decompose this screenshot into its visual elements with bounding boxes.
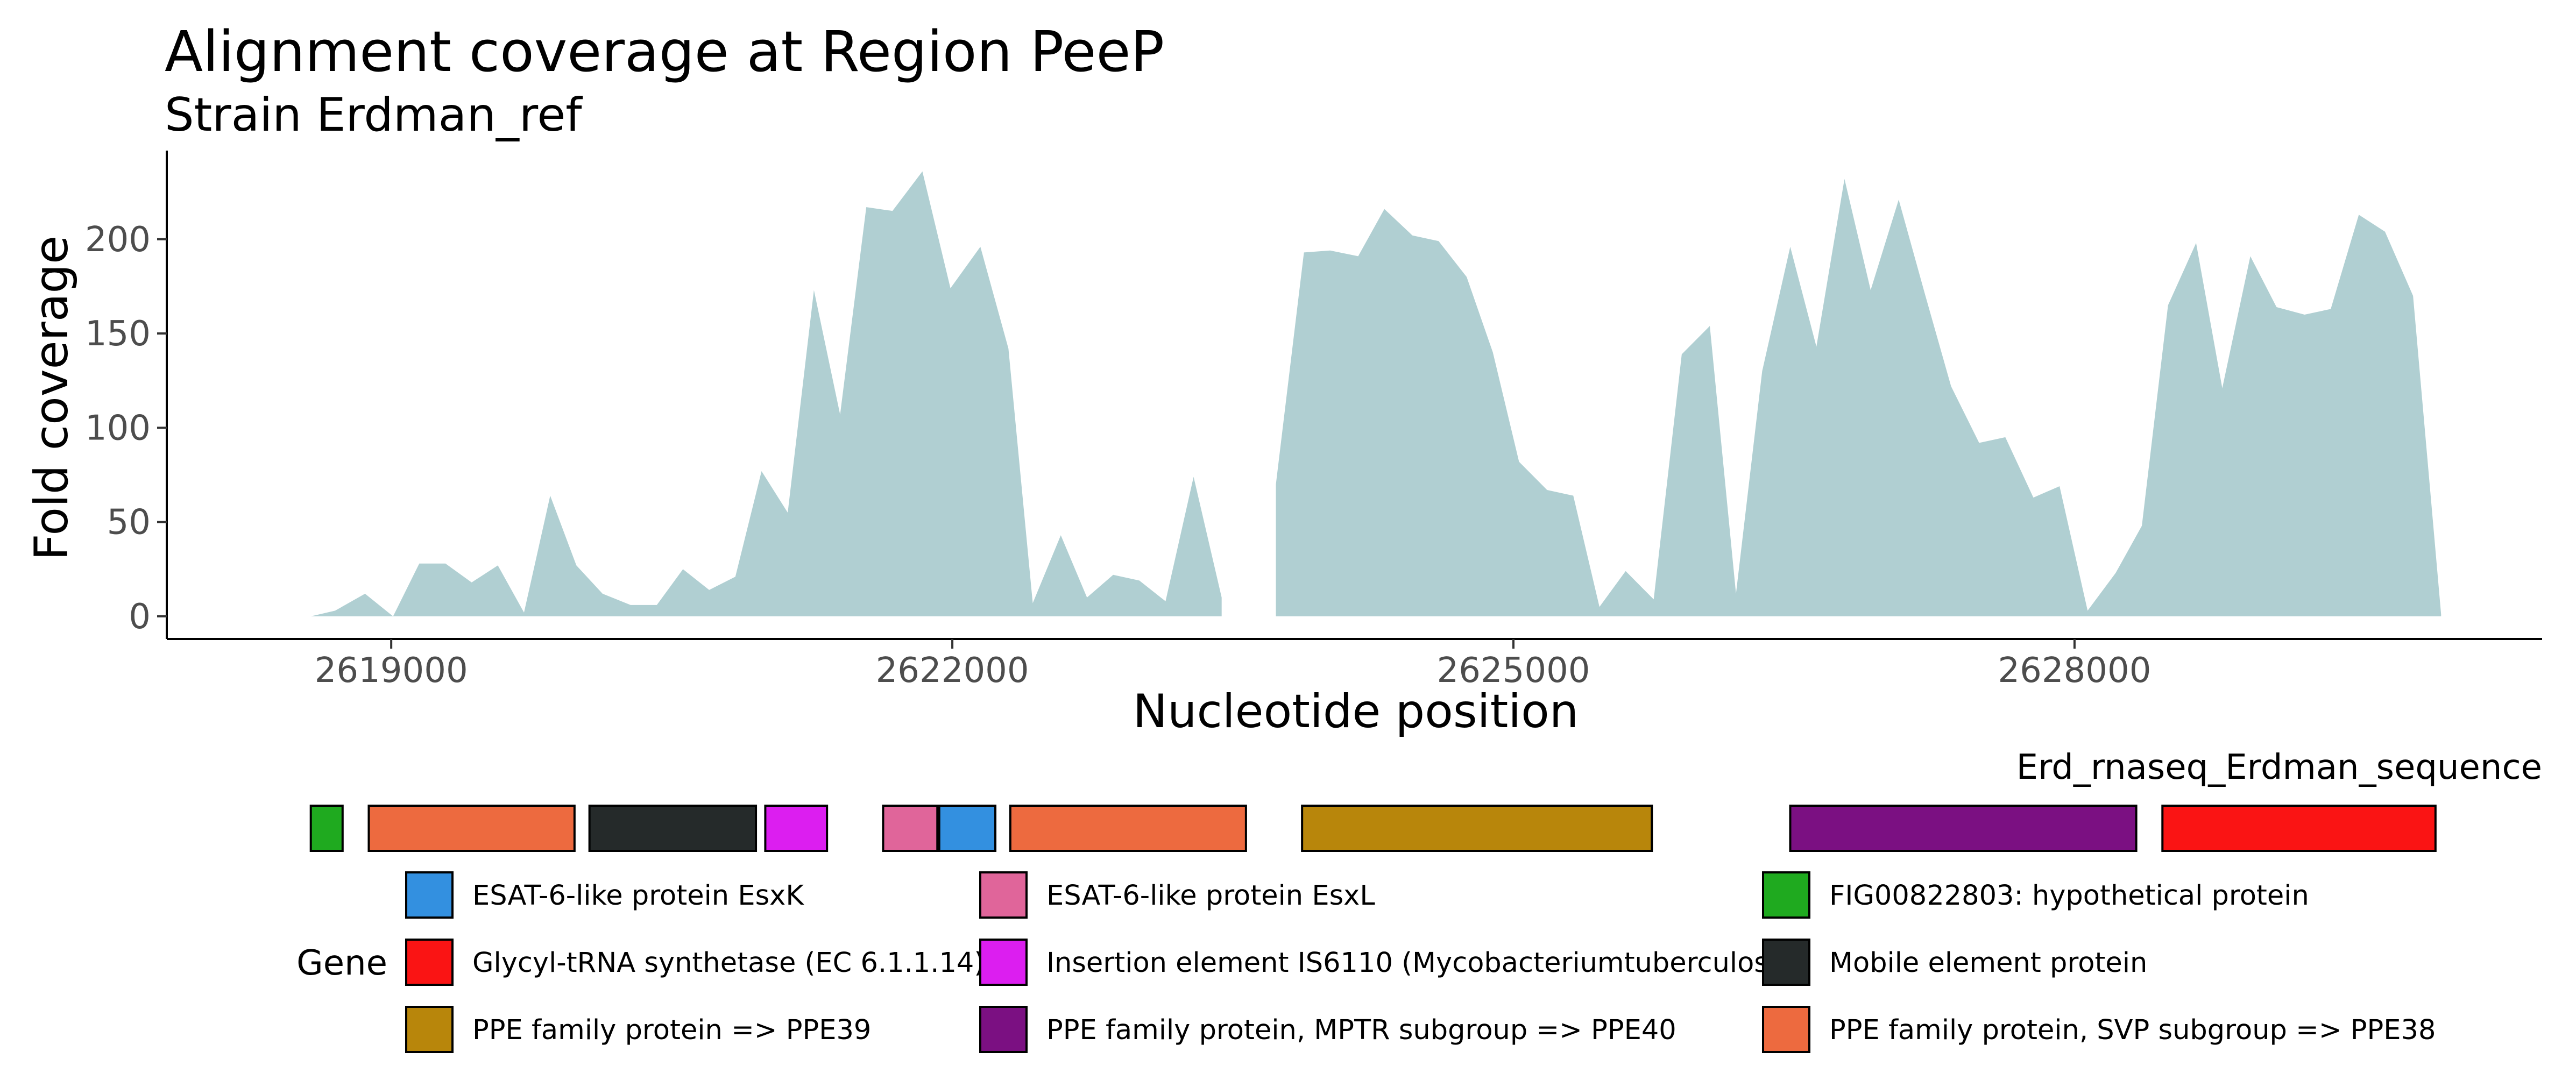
gene-block	[764, 805, 829, 852]
gene-block	[1301, 805, 1653, 852]
x-tick-label: 2625000	[1436, 651, 1590, 691]
gene-block	[882, 805, 939, 852]
legend-label: FIG00822803: hypothetical protein	[1829, 880, 2309, 912]
legend-label: Insertion element IS6110 (Mycobacteriumt…	[1046, 947, 1776, 979]
legend-swatch	[1762, 1006, 1810, 1053]
gene-block	[588, 805, 758, 852]
chart-subtitle: Strain Erdman_ref	[165, 88, 583, 142]
chart-title: Alignment coverage at Region PeeP	[165, 19, 1164, 84]
legend-label: PPE family protein, MPTR subgroup => PPE…	[1046, 1014, 1676, 1046]
gene-track-label: Erd_rnaseq_Erdman_sequence	[2016, 748, 2542, 787]
y-tick-label: 200	[85, 220, 151, 260]
y-tick-label: 100	[85, 408, 151, 448]
x-axis: 2619000 2622000 2625000 2628000	[167, 638, 2542, 691]
plot-area	[310, 171, 2441, 616]
legend-label: ESAT-6-like protein EsxL	[1046, 880, 1375, 912]
x-tick-label: 2622000	[876, 651, 1029, 691]
legend-swatch	[405, 871, 454, 919]
gene-block	[1789, 805, 2138, 852]
legend-swatch	[1762, 871, 1810, 919]
legend-swatch	[979, 1006, 1028, 1053]
legend-swatch	[1762, 939, 1810, 986]
legend: ESAT-6-like protein EsxK ESAT-6-like prot…	[405, 871, 2436, 1053]
legend-label: PPE family protein => PPE39	[472, 1014, 871, 1046]
legend-swatch	[979, 939, 1028, 986]
x-tick-label: 2628000	[1998, 651, 2151, 691]
legend-label: Mobile element protein	[1829, 947, 2147, 979]
legend-label: ESAT-6-like protein EsxK	[472, 880, 804, 912]
gene-block	[2161, 805, 2437, 852]
coverage-area-segment-2	[1276, 179, 2441, 616]
gene-block	[938, 805, 997, 852]
x-tick-label: 2619000	[315, 651, 468, 691]
legend-label: Glycyl-tRNA synthetase (EC 6.1.1.14)	[472, 947, 985, 979]
legend-swatch	[405, 939, 454, 986]
legend-swatch	[979, 871, 1028, 919]
gene-block	[1009, 805, 1247, 852]
legend-swatch	[405, 1006, 454, 1053]
y-tick-label: 50	[107, 503, 151, 543]
y-tick-label: 0	[129, 597, 151, 637]
y-axis-title: Fold coverage	[25, 236, 79, 560]
legend-title: Gene	[296, 943, 387, 983]
gene-track	[309, 805, 2437, 852]
legend-label: PPE family protein, SVP subgroup => PPE3…	[1829, 1014, 2436, 1046]
gene-block	[367, 805, 576, 852]
x-axis-title: Nucleotide position	[1133, 685, 1579, 738]
y-tick-label: 150	[85, 314, 151, 354]
y-axis: 0 50 100 150 200	[85, 151, 168, 639]
coverage-area-segment-1	[310, 171, 1222, 616]
gene-block	[309, 805, 344, 852]
